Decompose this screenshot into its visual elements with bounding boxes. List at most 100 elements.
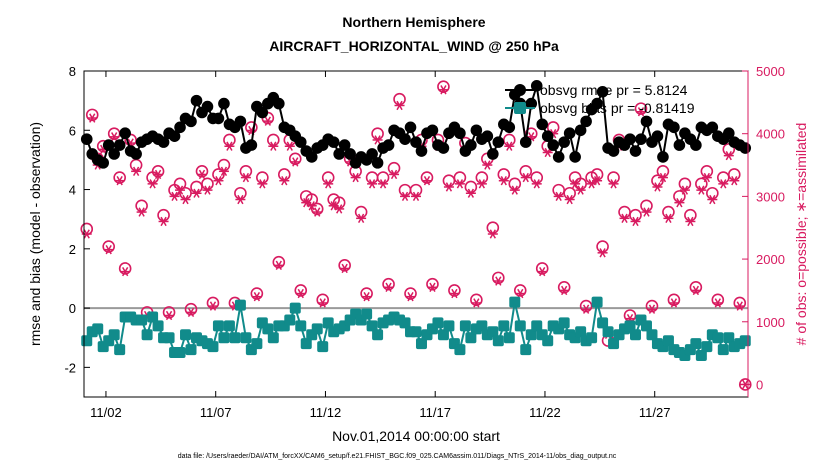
obs-assimilated-point bbox=[196, 169, 207, 180]
obs-assimilated-point bbox=[290, 157, 301, 167]
bias-point bbox=[465, 332, 477, 344]
x-tick-label: 11/27 bbox=[639, 405, 671, 420]
bias-point bbox=[454, 344, 466, 356]
bias-point bbox=[476, 320, 488, 332]
bias-point bbox=[152, 320, 164, 332]
y-left-tick-label: -2 bbox=[64, 360, 76, 375]
obs-assimilated-point bbox=[712, 298, 723, 308]
obs-assimilated-point bbox=[350, 172, 361, 183]
rmse-point bbox=[212, 112, 225, 125]
obs-possible-point bbox=[102, 240, 115, 253]
obs-assimilated-point bbox=[482, 160, 493, 170]
rmse-point bbox=[273, 97, 285, 110]
obs-assimilated-point bbox=[136, 207, 147, 217]
rmse-point bbox=[624, 133, 636, 145]
rmse-point bbox=[574, 124, 587, 137]
rmse-point bbox=[668, 121, 680, 134]
obs-assimilated-point bbox=[635, 107, 646, 117]
rmse-point bbox=[673, 139, 686, 151]
x-tick-label: 11/12 bbox=[310, 405, 342, 420]
obs-assimilated-point bbox=[367, 179, 378, 189]
y-right-tick-label: 3000 bbox=[756, 189, 785, 204]
bias-point bbox=[410, 326, 422, 338]
obs-assimilated-point bbox=[438, 85, 449, 95]
rmse-point bbox=[437, 142, 450, 154]
rmse-point bbox=[530, 80, 543, 92]
rmse-point bbox=[690, 139, 702, 151]
obs-assimilated-point bbox=[581, 304, 592, 314]
obs-assimilated-point bbox=[608, 179, 619, 189]
bias-point bbox=[223, 320, 235, 332]
rmse-point bbox=[596, 85, 609, 98]
bias-point bbox=[180, 329, 192, 341]
bias-point bbox=[514, 320, 526, 332]
obs-possible-point bbox=[420, 171, 434, 184]
legend-bias-marker bbox=[514, 102, 526, 114]
bias-point bbox=[437, 329, 449, 341]
obs-assimilated-point bbox=[147, 179, 158, 189]
y-left-tick-label: 8 bbox=[69, 64, 76, 79]
obs-possible-point bbox=[733, 296, 747, 310]
bias-point bbox=[251, 338, 263, 350]
rmse-point bbox=[371, 157, 384, 169]
obs-assimilated-point bbox=[207, 301, 218, 311]
obs-assimilated-point bbox=[180, 194, 191, 205]
rmse-point bbox=[305, 151, 318, 163]
obs-assimilated-point bbox=[218, 166, 229, 176]
obs-possible-point bbox=[338, 259, 351, 272]
bias-point bbox=[92, 323, 104, 335]
bias-point bbox=[712, 332, 724, 344]
bias-point bbox=[690, 338, 702, 350]
obs-possible-point bbox=[448, 284, 461, 297]
rmse-point bbox=[80, 133, 93, 145]
bias-point bbox=[520, 344, 532, 356]
obs-assimilated-point bbox=[592, 176, 603, 186]
obs-possible-point bbox=[162, 306, 176, 319]
bias-point bbox=[229, 332, 241, 344]
rmse-point bbox=[333, 148, 345, 160]
rmse-point bbox=[218, 97, 230, 110]
obs-assimilated-point bbox=[454, 179, 465, 189]
obs-possible-point bbox=[118, 262, 132, 275]
rmse-point bbox=[470, 124, 483, 137]
bias-point bbox=[289, 302, 301, 314]
bias-point bbox=[701, 341, 713, 353]
obs-assimilated-point bbox=[224, 141, 235, 151]
rmse-point bbox=[119, 127, 131, 140]
obs-assimilated-point bbox=[389, 169, 400, 180]
obs-assimilated-point bbox=[504, 141, 515, 151]
bias-point bbox=[311, 323, 323, 335]
obs-assimilated-point bbox=[383, 282, 394, 292]
rmse-point bbox=[338, 139, 351, 151]
obs-possible-point bbox=[634, 102, 648, 115]
bias-point bbox=[114, 344, 126, 356]
x-tick-label: 11/22 bbox=[529, 405, 561, 420]
obs-possible-point bbox=[316, 293, 330, 307]
y-axis-left-label: rmse and bias (model - observation) bbox=[27, 122, 43, 346]
rmse-point bbox=[503, 121, 516, 134]
obs-assimilated-point bbox=[257, 179, 268, 189]
rmse-point bbox=[580, 115, 592, 128]
obs-assimilated-point bbox=[427, 282, 438, 292]
rmse-point bbox=[558, 136, 570, 148]
obs-assimilated-point bbox=[317, 298, 328, 308]
rmse-point bbox=[102, 139, 115, 151]
obs-assimilated-point bbox=[515, 288, 526, 299]
bias-point bbox=[624, 320, 636, 332]
rmse-point bbox=[294, 136, 307, 148]
obs-assimilated-point bbox=[81, 229, 92, 239]
plot-area bbox=[80, 70, 752, 398]
bias-point bbox=[322, 317, 334, 329]
obs-assimilated-point bbox=[690, 285, 701, 296]
bias-point bbox=[361, 308, 373, 320]
obs-assimilated-point bbox=[564, 194, 575, 205]
y-left-tick-label: 2 bbox=[69, 242, 76, 257]
obs-assimilated-point bbox=[520, 172, 531, 183]
rmse-point bbox=[426, 124, 439, 137]
obs-assimilated-point bbox=[449, 288, 460, 299]
bias-point bbox=[136, 314, 148, 326]
obs-assimilated-point bbox=[235, 194, 246, 205]
y-left-tick-label: 0 bbox=[69, 301, 76, 316]
obs-assimilated-point bbox=[630, 216, 641, 227]
obs-assimilated-point bbox=[674, 197, 685, 208]
